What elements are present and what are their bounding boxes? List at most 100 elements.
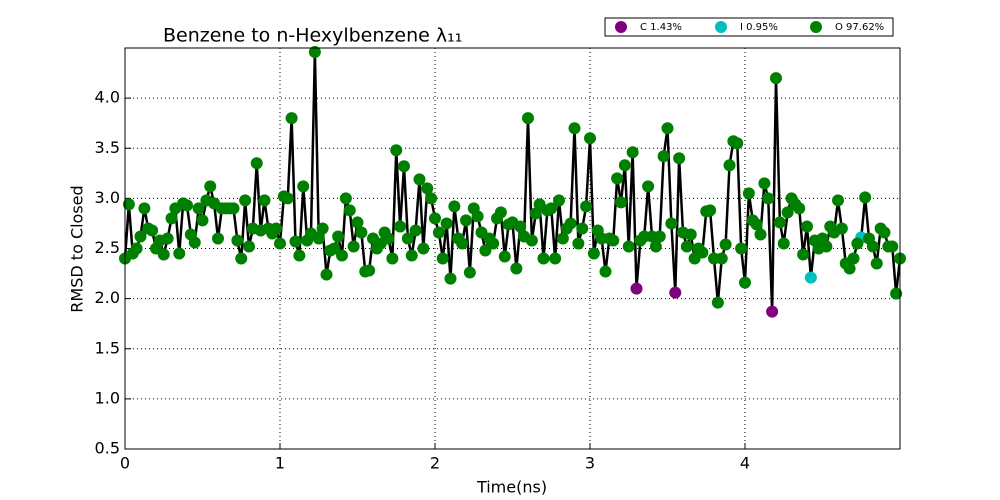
data-point (758, 177, 771, 190)
data-point (835, 222, 848, 235)
data-point (274, 237, 286, 250)
data-point (696, 246, 709, 259)
data-point (770, 72, 782, 85)
data-point (680, 240, 693, 253)
line-segment (360, 232, 367, 272)
data-point (270, 222, 283, 235)
line-segment (309, 51, 317, 234)
chart-title: Benzene to n-Hexylbenzene λ₁₁ (163, 25, 462, 47)
data-point (537, 252, 550, 265)
data-point (293, 249, 306, 262)
data-point (432, 226, 445, 239)
data-point (832, 194, 844, 207)
data-point (479, 244, 492, 257)
data-point (766, 305, 779, 318)
data-point (669, 286, 682, 299)
data-point (804, 271, 817, 284)
data-point (146, 224, 159, 237)
data-point (866, 240, 879, 253)
data-point (421, 182, 434, 195)
data-point (781, 206, 794, 219)
data-point (661, 122, 674, 135)
data-point (735, 242, 748, 255)
legend-label: I 0.95% (740, 22, 778, 33)
line-segment (646, 186, 654, 237)
data-point (425, 192, 438, 205)
data-point (649, 240, 662, 253)
line-segment (511, 222, 518, 269)
line-segment (712, 258, 720, 303)
line-segment (666, 128, 673, 224)
y-tick-label: 0.5 (95, 439, 120, 458)
data-point (343, 204, 356, 217)
data-point (409, 224, 422, 237)
y-tick-label: 1.0 (95, 388, 120, 407)
data-point (196, 214, 209, 227)
data-point (684, 228, 697, 241)
legend-marker (810, 21, 822, 33)
legend-marker (715, 21, 727, 33)
data-point (568, 122, 581, 135)
data-point (777, 237, 790, 250)
line-segment (658, 156, 665, 237)
line-segment (708, 210, 716, 259)
data-point (510, 262, 523, 275)
x-tick-label: 1 (275, 454, 285, 473)
data-point (312, 232, 325, 245)
x-tick-label: 3 (585, 454, 595, 473)
line-segment (243, 200, 251, 247)
data-point (599, 265, 612, 278)
line-segment (418, 179, 425, 249)
data-point (471, 210, 484, 223)
line-segment (724, 165, 731, 245)
data-point (642, 180, 655, 193)
data-point (394, 220, 407, 233)
line-segment (631, 152, 638, 289)
legend: C 1.43% I 0.95% O 97.62% (604, 17, 894, 37)
data-point (719, 238, 732, 251)
data-point (525, 234, 538, 247)
legend-box (604, 17, 894, 37)
line-segment (770, 78, 778, 312)
legend-label: O 97.62% (835, 22, 884, 33)
y-tick-label: 1.5 (95, 338, 120, 357)
data-point (243, 240, 255, 253)
line-segment (674, 158, 681, 293)
data-point (355, 226, 368, 239)
line-segment (255, 163, 262, 231)
line-segment (643, 186, 650, 237)
data-point (436, 252, 449, 265)
data-point (801, 220, 813, 233)
data-point (308, 46, 321, 59)
data-point (161, 232, 174, 245)
data-point (181, 199, 193, 212)
data-point (498, 250, 511, 263)
data-point (626, 146, 639, 159)
data-point (715, 252, 728, 265)
data-point (859, 191, 872, 204)
line-segment (798, 208, 805, 255)
data-point (711, 296, 724, 309)
data-point (188, 236, 201, 249)
data-point (332, 230, 345, 243)
data-point (580, 200, 593, 213)
data-point (611, 172, 624, 185)
data-point (429, 212, 441, 225)
data-point (870, 257, 883, 270)
y-tick-label: 2.0 (95, 288, 120, 307)
data-point (890, 287, 903, 300)
data-point (723, 159, 736, 172)
data-point (576, 222, 589, 235)
data-point (320, 268, 333, 281)
data-point (281, 192, 294, 205)
data-point (316, 222, 329, 235)
data-point (754, 228, 767, 241)
data-point (793, 202, 806, 215)
data-point (522, 112, 534, 125)
data-point (630, 282, 643, 295)
data-point (448, 200, 461, 213)
data-point (417, 242, 430, 255)
data-point (615, 196, 627, 209)
line-segment (290, 118, 297, 242)
data-point (847, 252, 860, 265)
